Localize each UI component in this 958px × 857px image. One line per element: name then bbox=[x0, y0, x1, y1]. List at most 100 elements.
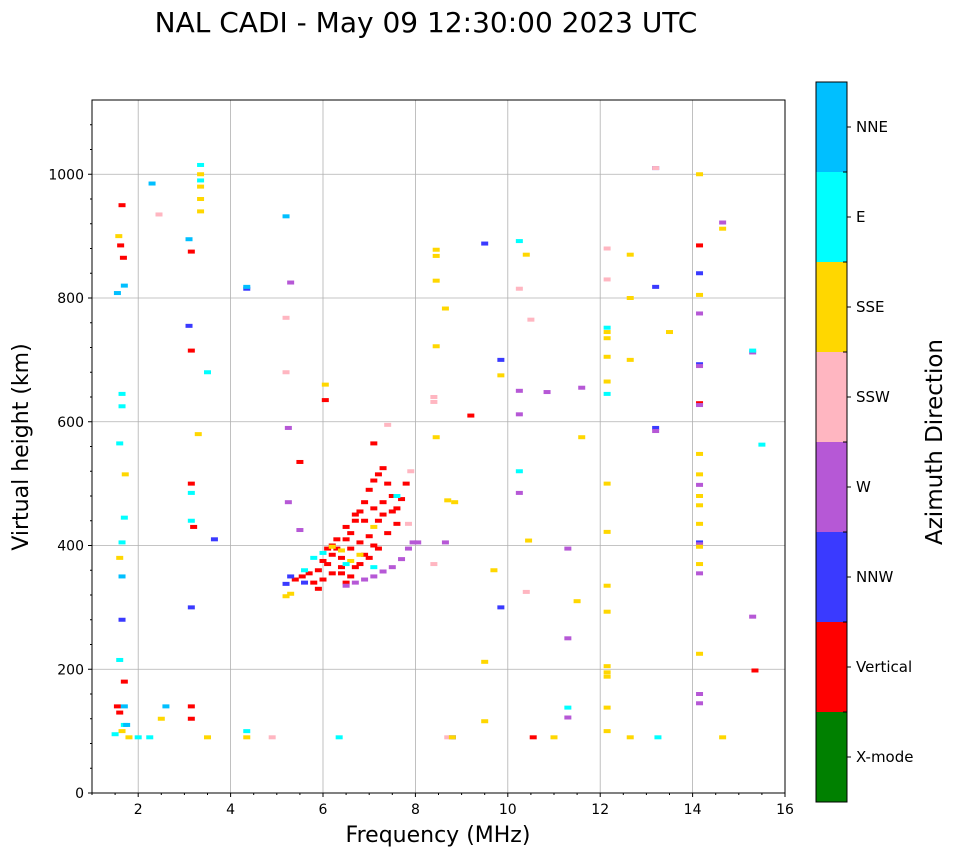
chart-title: NAL CADI - May 09 12:30:00 2023 UTC bbox=[155, 6, 698, 39]
data-point-sse bbox=[719, 226, 727, 231]
data-point-sse bbox=[194, 432, 202, 437]
data-point-e bbox=[134, 735, 142, 740]
data-point-e bbox=[197, 162, 205, 167]
data-point-sse bbox=[243, 735, 251, 740]
data-point-vertical bbox=[347, 531, 355, 536]
data-point-e bbox=[120, 515, 128, 520]
data-point-sse bbox=[432, 253, 440, 258]
data-point-sse bbox=[197, 172, 205, 177]
data-point-vertical bbox=[370, 543, 378, 548]
colorbar-segment bbox=[816, 442, 847, 532]
data-point-sse bbox=[578, 435, 586, 440]
data-point-ssw bbox=[652, 166, 660, 171]
data-point-ssw bbox=[603, 246, 611, 251]
data-point-ssw bbox=[603, 277, 611, 282]
data-point-ssw bbox=[155, 212, 163, 217]
x-axis: 2 4 6 8 10 12 14 16 bbox=[91, 793, 794, 818]
data-point-w bbox=[564, 715, 572, 720]
data-point-vertical bbox=[324, 546, 332, 551]
data-point-w bbox=[379, 569, 387, 574]
data-point-vertical bbox=[370, 441, 378, 446]
x-tick-label: 4 bbox=[226, 802, 235, 818]
data-point-sse bbox=[157, 716, 165, 721]
data-point-sse bbox=[287, 591, 295, 596]
data-point-sse bbox=[115, 234, 123, 239]
data-point-w bbox=[284, 425, 292, 430]
data-point-sse bbox=[603, 583, 611, 588]
data-point-sse bbox=[370, 524, 378, 529]
data-points bbox=[111, 162, 766, 740]
data-point-vertical bbox=[374, 546, 382, 551]
data-point-vertical bbox=[384, 481, 392, 486]
data-point-sse bbox=[432, 344, 440, 349]
data-point-e bbox=[393, 494, 401, 498]
data-point-sse bbox=[603, 481, 611, 486]
colorbar-label: E bbox=[856, 208, 865, 226]
data-point-vertical bbox=[696, 243, 704, 248]
data-point-vertical bbox=[356, 509, 364, 514]
data-point-sse bbox=[603, 336, 611, 341]
data-point-w bbox=[404, 546, 412, 551]
x-tick-label: 6 bbox=[319, 802, 328, 818]
data-point-vertical bbox=[333, 537, 341, 542]
y-tick-label: 800 bbox=[57, 291, 84, 307]
x-tick-label: 8 bbox=[411, 802, 420, 818]
data-point-sse bbox=[626, 735, 634, 740]
data-point-sse bbox=[490, 568, 498, 573]
data-point-vertical bbox=[361, 500, 369, 505]
data-point-ssw bbox=[444, 735, 452, 740]
data-point-vertical bbox=[113, 704, 121, 709]
data-point-vertical bbox=[365, 534, 373, 539]
data-point-ssw bbox=[430, 562, 438, 567]
data-point-e bbox=[515, 469, 523, 474]
data-point-sse bbox=[603, 664, 611, 669]
data-point-w bbox=[543, 390, 551, 395]
data-point-sse bbox=[448, 735, 456, 740]
data-point-w bbox=[284, 500, 292, 505]
data-point-sse bbox=[603, 529, 611, 534]
data-point-nne bbox=[282, 214, 290, 219]
y-axis-label: Virtual height (km) bbox=[9, 343, 34, 550]
data-point-vertical bbox=[529, 735, 537, 740]
colorbar-segment bbox=[816, 532, 847, 622]
data-point-nne bbox=[243, 284, 251, 289]
colorbar-label: NNW bbox=[856, 568, 893, 586]
y-tick-label: 600 bbox=[57, 415, 84, 431]
data-point-vertical bbox=[365, 487, 373, 492]
data-point-sse bbox=[603, 729, 611, 734]
data-point-vertical bbox=[347, 546, 355, 551]
data-point-nnw bbox=[481, 241, 489, 246]
data-point-sse bbox=[603, 674, 611, 679]
data-point-vertical bbox=[333, 546, 341, 551]
data-point-vertical bbox=[356, 540, 364, 545]
data-point-sse bbox=[525, 538, 533, 543]
colorbar-segment bbox=[816, 712, 847, 802]
data-point-vertical bbox=[751, 668, 759, 673]
y-tick-label: 0 bbox=[75, 786, 84, 802]
data-point-sse bbox=[719, 735, 727, 740]
data-point-e bbox=[342, 562, 350, 567]
data-point-vertical bbox=[337, 571, 345, 576]
data-point-vertical bbox=[328, 571, 336, 576]
data-point-w bbox=[652, 429, 660, 434]
data-point-sse bbox=[603, 609, 611, 614]
data-point-sse bbox=[696, 472, 704, 477]
data-point-vertical bbox=[393, 521, 401, 526]
data-point-ssw bbox=[430, 395, 438, 399]
data-point-vertical bbox=[365, 555, 373, 560]
data-point-e bbox=[111, 732, 119, 737]
data-point-w bbox=[342, 583, 350, 588]
data-point-e bbox=[118, 391, 126, 396]
data-point-w bbox=[696, 364, 704, 369]
data-point-sse bbox=[696, 292, 704, 297]
data-point-sse bbox=[696, 172, 704, 177]
data-point-sse bbox=[603, 330, 611, 335]
data-point-vertical bbox=[321, 398, 329, 403]
data-point-ssw bbox=[384, 422, 392, 427]
data-point-vertical bbox=[398, 497, 406, 502]
data-point-vertical bbox=[328, 552, 336, 557]
data-point-sse bbox=[522, 252, 530, 257]
data-point-vertical bbox=[187, 704, 195, 709]
data-point-nnw bbox=[497, 357, 505, 362]
data-point-vertical bbox=[310, 580, 318, 585]
